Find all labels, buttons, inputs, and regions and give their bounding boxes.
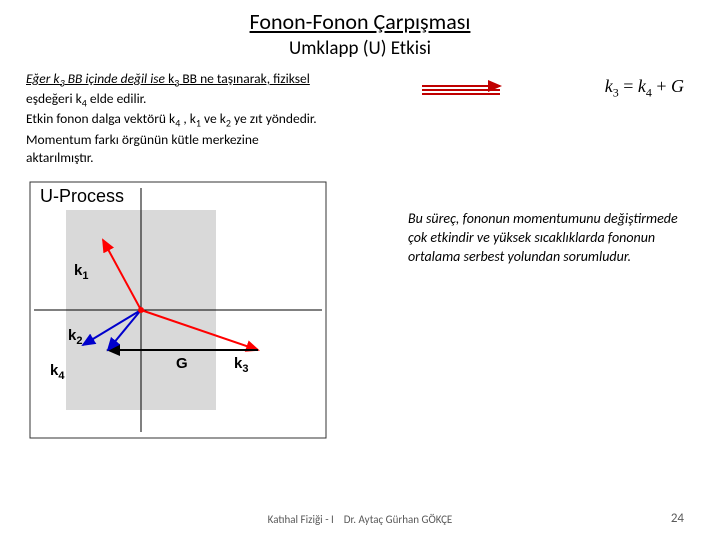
- diagram-title: U-Process: [40, 186, 124, 206]
- body-line3: Etkin fonon dalga vektörü k4 , k1 ve k2 …: [26, 110, 317, 127]
- label-G: G: [176, 355, 188, 372]
- page-title: Fonon-Fonon Çarpışması: [0, 0, 720, 35]
- u-process-diagram: U-Process k1 k2 k3 k4 G: [28, 180, 328, 440]
- page-number: 24: [671, 511, 684, 526]
- footer-left: Katıhal Fiziği - I: [268, 513, 334, 526]
- body-line5: aktarılmıştır.: [26, 149, 94, 166]
- origin-dot: [138, 307, 144, 313]
- footer-right: Dr. Aytaç Gürhan GÖKÇE: [344, 513, 453, 526]
- footer: Katıhal Fiziği - I Dr. Aytaç Gürhan GÖKÇ…: [0, 513, 720, 526]
- body-line1-prefix: Eğer k3 BB içinde değil ise: [26, 70, 168, 87]
- side-paragraph: Bu süreç, fononun momentumunu değiştirme…: [408, 210, 688, 267]
- equation: k3 = k4 + G: [605, 76, 684, 101]
- page-subtitle: Umklapp (U) Etkisi: [0, 37, 720, 60]
- body-paragraph: Eğer k3 BB içinde değil ise k3 BB ne taş…: [26, 70, 396, 167]
- label-k4: k4: [50, 362, 65, 382]
- body-line4: Momentum farkı örgünün kütle merkezine: [26, 131, 259, 148]
- body-line2: eşdeğeri k4 elde edilir.: [26, 90, 146, 107]
- label-k3: k3: [234, 355, 248, 375]
- body-line1-rest: k3 BB ne taşınarak, fiziksel: [168, 70, 310, 87]
- equation-arrow-icon: [420, 80, 520, 100]
